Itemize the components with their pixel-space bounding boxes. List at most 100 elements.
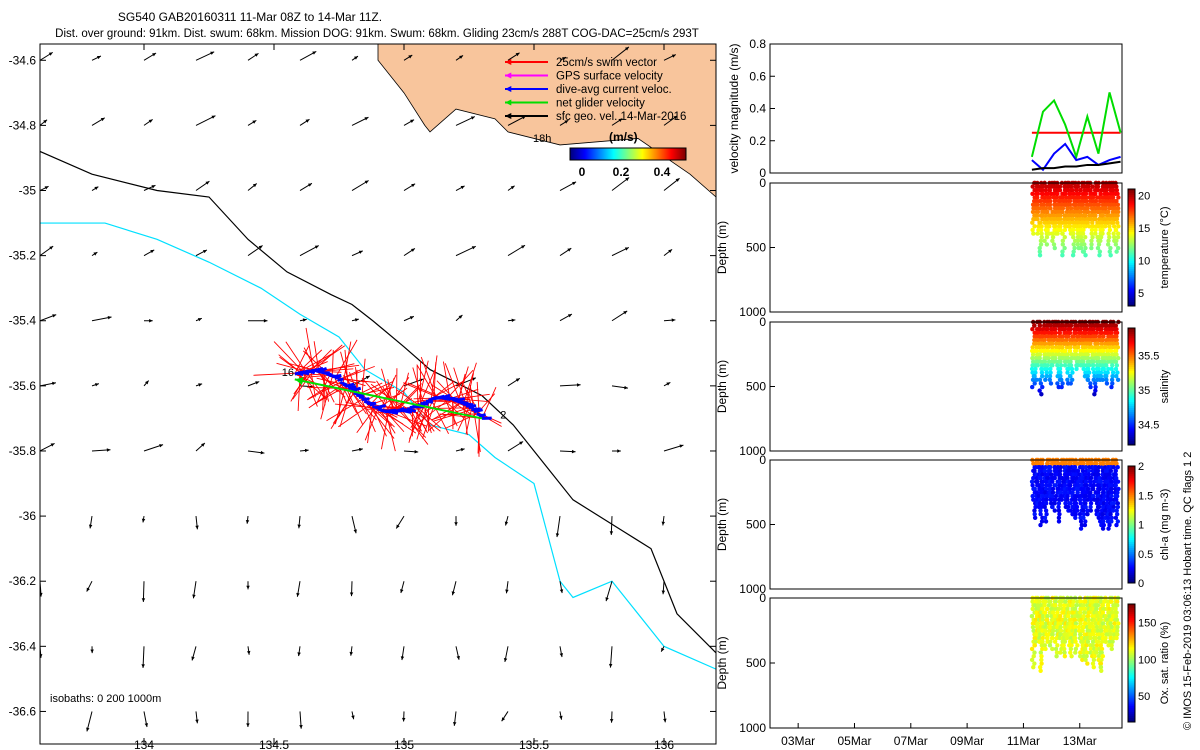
profile-colorbar-cell	[1128, 647, 1135, 650]
map-colorbar-cell	[635, 148, 637, 160]
profile-data-point	[1093, 334, 1098, 339]
profile-data-point	[1114, 603, 1120, 608]
surface-velocity-vector-head	[471, 377, 476, 381]
profile-data-point	[1080, 639, 1086, 644]
swim-vector	[337, 365, 375, 381]
surface-velocity-vector-head	[94, 186, 99, 191]
profile-data-point	[1070, 490, 1075, 495]
profile-data-point	[1099, 224, 1105, 229]
profile-data-point	[1100, 227, 1105, 233]
profile-data-point	[1108, 475, 1113, 481]
profile-data-point	[1081, 603, 1086, 608]
profile-data-point	[1097, 249, 1103, 254]
swim-vector	[387, 379, 395, 412]
map-colorbar-cell	[603, 148, 605, 160]
swim-vector	[481, 387, 497, 419]
map-colorbar-cell	[598, 148, 600, 160]
map-colorbar-cell	[576, 148, 578, 160]
profile-data-point	[1096, 465, 1102, 470]
profile-data-point	[1040, 188, 1045, 193]
profile-data-point	[1068, 345, 1073, 350]
profile-data-point	[1078, 224, 1083, 229]
profile-colorbar-cell	[1128, 343, 1135, 347]
profile-data-point	[1030, 327, 1035, 332]
profile-colorbar-cell	[1128, 571, 1135, 574]
profile-data-point	[1099, 508, 1105, 513]
surface-velocity-vector-head	[661, 521, 666, 526]
profile-data-point	[1089, 238, 1094, 243]
profile-colorbar-cell	[1128, 706, 1135, 709]
map-colorbar-cell	[681, 148, 683, 160]
profile-colorbar-cell	[1128, 409, 1135, 413]
profile-data-point	[1091, 639, 1096, 644]
profile-colorbar-cell	[1128, 208, 1135, 211]
profile-data-point	[1068, 359, 1073, 364]
profile-data-point	[1109, 461, 1114, 466]
profile-colorbar-cell	[1128, 347, 1135, 350]
profile-data-point	[1043, 490, 1048, 495]
profile-data-point	[1037, 355, 1042, 361]
map-colorbar-cell	[630, 148, 632, 160]
profile-colorbar-cell	[1128, 499, 1135, 502]
profile-data-point	[1100, 213, 1106, 218]
surface-velocity-vector-head	[252, 120, 257, 124]
profile-data-point	[1109, 384, 1114, 390]
profile-data-point	[1079, 352, 1085, 357]
profile-data-point	[1031, 231, 1036, 236]
profile-colorbar-cell	[1128, 666, 1135, 670]
profile-data-point	[1076, 341, 1082, 346]
profile-colorbar-cell	[1128, 659, 1135, 662]
surface-velocity-vector-head	[501, 717, 506, 722]
profile-data-point	[1092, 654, 1097, 659]
profile-data-point	[1102, 624, 1107, 630]
surface-velocity-vector-head	[572, 181, 577, 186]
time-tick-label: 07Mar	[894, 734, 928, 748]
profile-data-point	[1038, 650, 1043, 655]
profile-data-point	[1068, 323, 1074, 328]
profile-data-point	[1035, 461, 1041, 466]
map-colorbar-cell	[661, 148, 663, 160]
profile-data-point	[1038, 668, 1043, 673]
map-colorbar-cell	[619, 148, 621, 160]
profile-data-point	[1073, 639, 1078, 644]
profile-data-point	[1078, 650, 1083, 655]
profile-data-point	[1046, 184, 1051, 189]
profile-data-point	[1053, 497, 1058, 502]
map-colorbar-cell	[638, 148, 640, 160]
map-colorbar-cell	[596, 148, 598, 160]
map-colorbar-cell	[654, 148, 656, 160]
surface-velocity-vector-head	[297, 652, 301, 657]
profile-colorbar-cell	[1128, 611, 1135, 615]
profile-data-point	[1063, 461, 1069, 466]
profile-data-point	[1042, 515, 1048, 520]
profile-colorbar-cell	[1128, 335, 1135, 339]
map-colorbar-cell	[614, 148, 616, 160]
profile-data-point	[1087, 493, 1092, 499]
profile-data-point	[1058, 632, 1063, 637]
profile-data-point	[1072, 245, 1077, 251]
profile-data-point	[1109, 643, 1114, 648]
profile-data-point	[1077, 654, 1083, 659]
profile-data-point	[1078, 234, 1084, 240]
map-colorbar-cell	[647, 148, 649, 160]
profile-colorbar-cell	[1128, 268, 1135, 272]
profile-data-point	[1075, 206, 1080, 211]
profile-data-point	[1067, 468, 1072, 474]
profile-data-point	[1073, 635, 1078, 641]
profile-data-point	[1114, 184, 1119, 189]
profile-colorbar-cell	[1128, 198, 1135, 202]
surface-velocity-vector-head	[198, 383, 203, 387]
surface-velocity-vector-head	[358, 447, 363, 452]
profile-data-point	[1109, 330, 1114, 336]
profile-data-point	[1084, 654, 1089, 659]
profile-data-point	[1082, 184, 1087, 189]
profile-data-point	[1040, 184, 1045, 189]
profile-colorbar-cell	[1128, 555, 1135, 559]
profile-data-point	[1034, 610, 1039, 615]
map-y-tick-label: -35.8	[9, 444, 37, 458]
profile-data-point	[1032, 643, 1038, 648]
profile-data-point	[1079, 617, 1084, 623]
profile-data-point	[1088, 213, 1093, 218]
profile-data-point	[1054, 654, 1059, 659]
